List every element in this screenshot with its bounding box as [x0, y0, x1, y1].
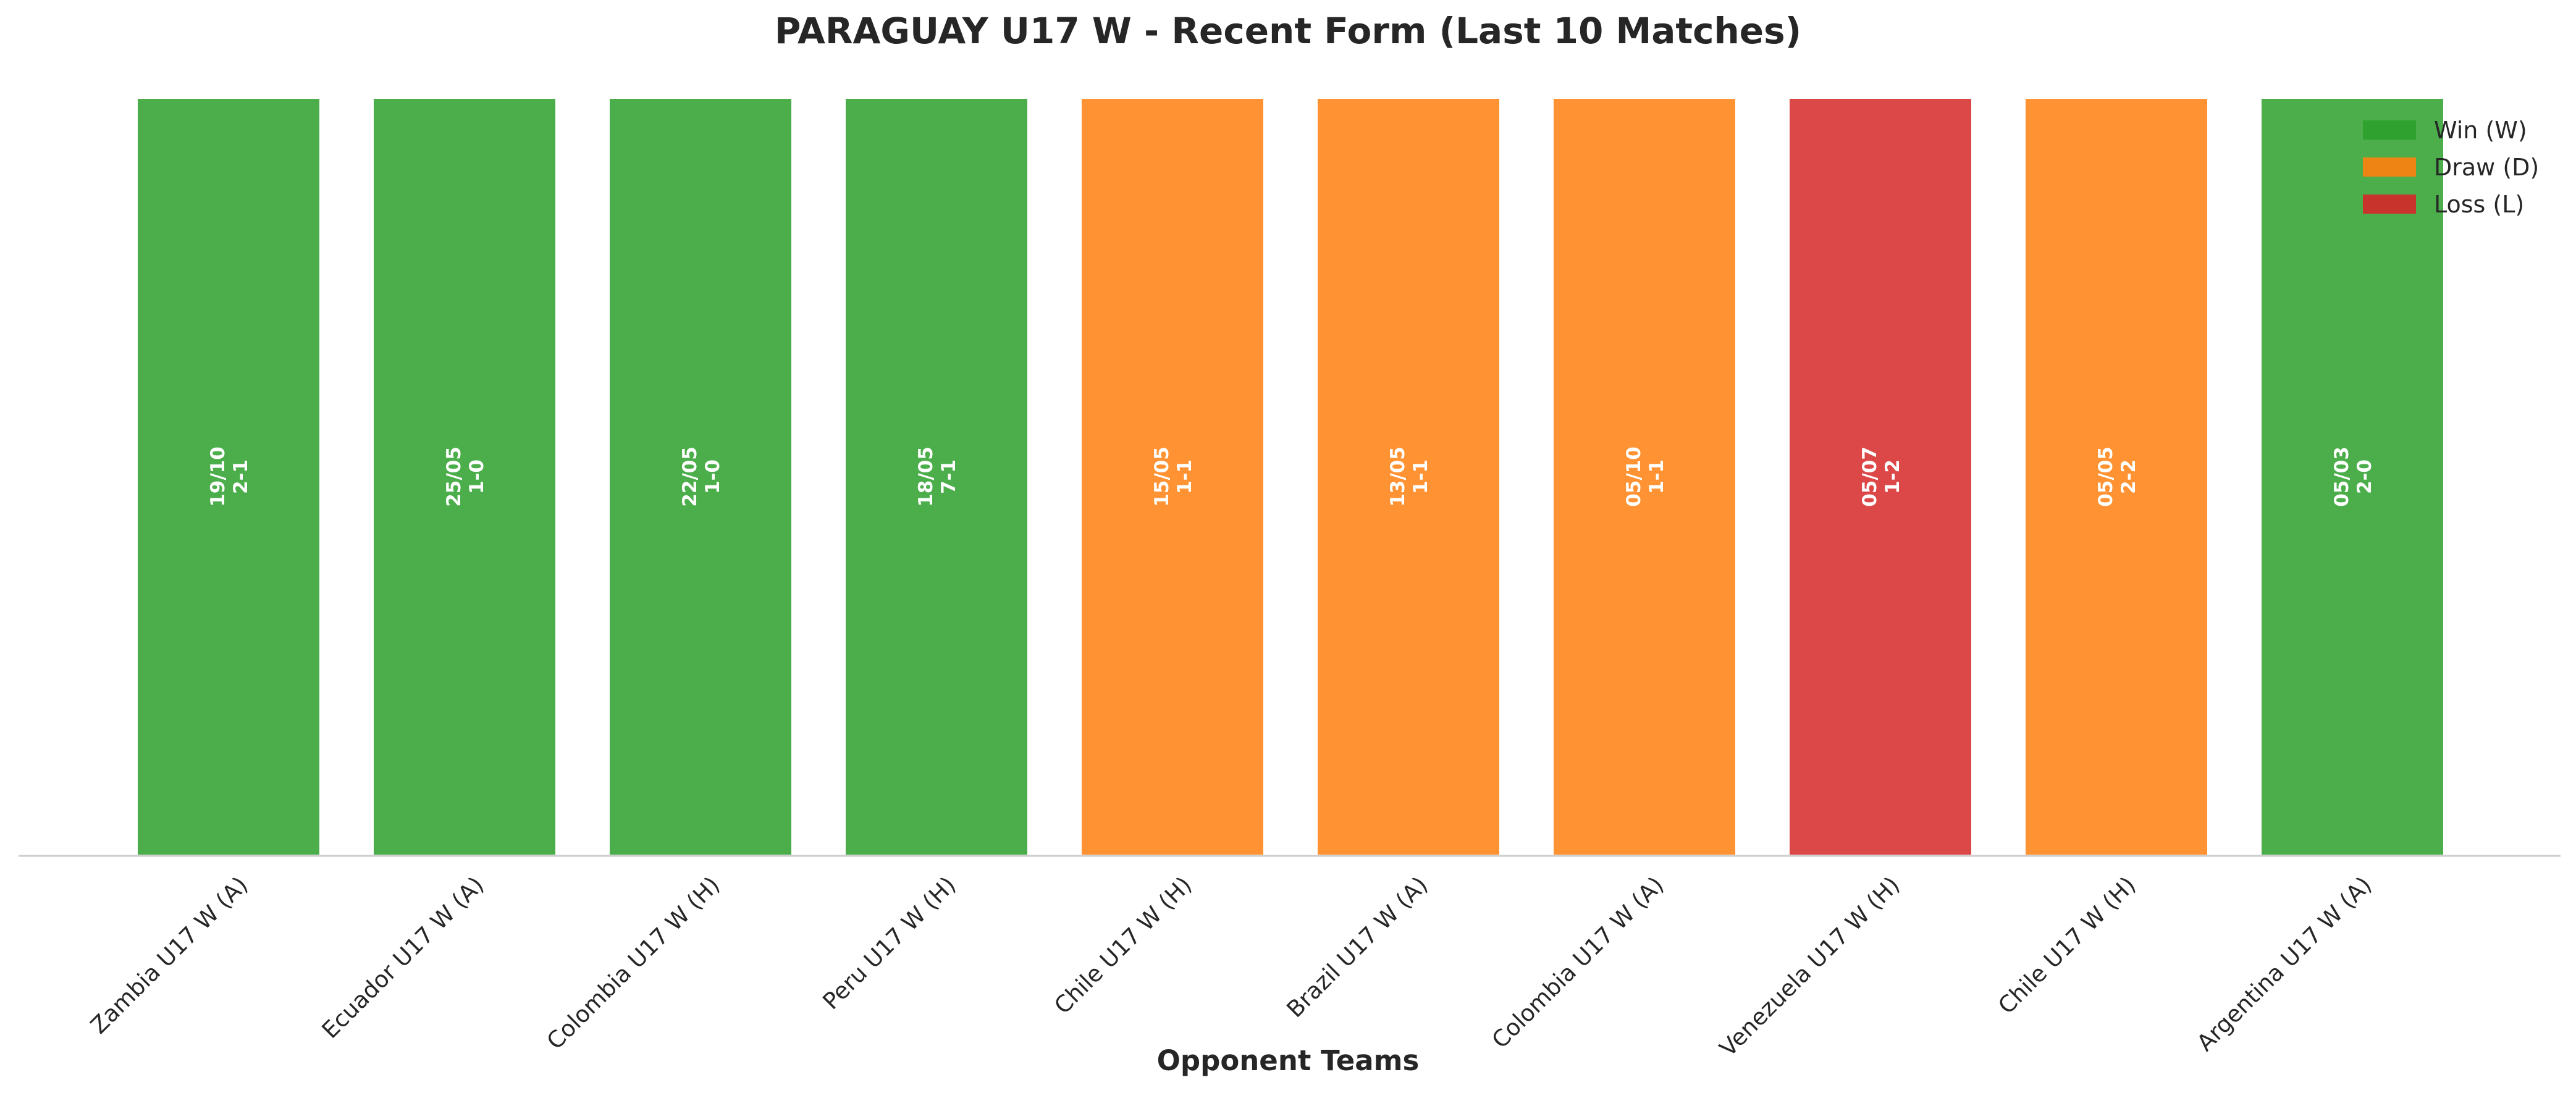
tick-labels-group: Zambia U17 W (A) Ecuador U17 W (A) Colombi… — [85, 871, 2376, 1062]
bar-score-label: 1-0 — [466, 459, 488, 494]
bar — [607, 96, 794, 857]
bar — [1787, 96, 1974, 857]
bar-date-label: 05/07 — [1859, 446, 1881, 507]
bar-label-group: 22/05 1-0 — [679, 446, 724, 507]
x-tick-label: Brazil U17 W (A) — [1282, 871, 1433, 1023]
bar — [2023, 96, 2210, 857]
x-tick-label: Zambia U17 W (A) — [85, 871, 253, 1039]
bar-label-group: 05/10 1-1 — [1623, 446, 1668, 507]
bar-date-label: 05/10 — [1623, 446, 1645, 507]
bar — [1315, 96, 1502, 857]
x-axis-label: Opponent Teams — [1157, 1044, 1420, 1077]
bar — [371, 96, 558, 857]
x-tick-label: Colombia U17 W (A) — [1487, 871, 1669, 1053]
bar-score-label: 1-1 — [1410, 459, 1432, 494]
bar-label-group: 19/10 2-1 — [207, 446, 252, 507]
bar — [135, 96, 322, 857]
x-tick-label: Argentina U17 W (A) — [2192, 871, 2377, 1057]
legend-swatch — [2363, 157, 2416, 177]
x-tick-label: Venezuela U17 W (H) — [1714, 871, 1905, 1062]
bar-label-group: 25/05 1-0 — [443, 446, 488, 507]
bar-date-label: 05/05 — [2095, 446, 2117, 507]
bar-label-group: 05/03 2-0 — [2331, 446, 2376, 507]
x-tick-label: Peru U17 W (H) — [818, 871, 961, 1015]
bar — [1079, 96, 1266, 857]
bar-score-label: 1-1 — [1174, 459, 1196, 494]
x-tick-label: Colombia U17 W (H) — [542, 871, 725, 1055]
bar-date-label: 18/05 — [915, 446, 937, 507]
bar-date-label: 22/05 — [679, 446, 701, 507]
bar-date-label: 05/03 — [2331, 446, 2353, 507]
bars-group: 19/10 2-1 25/05 1-0 22/05 1-0 18/05 7-1 15/05 1-1… — [135, 96, 2446, 857]
legend-label: Draw (D) — [2434, 154, 2539, 181]
chart-title: PARAGUAY U17 W - Recent Form (Last 10 Ma… — [775, 10, 1801, 52]
bar-label-group: 05/05 2-2 — [2095, 446, 2140, 507]
legend: Win (W) Draw (D) Loss (L) — [2363, 117, 2539, 218]
x-tick-label: Ecuador U17 W (A) — [317, 871, 489, 1044]
bar-label-group: 15/05 1-1 — [1151, 446, 1196, 507]
x-tick-label: Chile U17 W (H) — [1993, 871, 2140, 1019]
legend-swatch — [2363, 120, 2416, 140]
bar-score-label: 2-1 — [230, 459, 252, 494]
bar-score-label: 1-1 — [1646, 459, 1668, 494]
bar-score-label: 2-0 — [2354, 459, 2376, 494]
bar-label-group: 18/05 7-1 — [915, 446, 960, 507]
bar-score-label: 2-2 — [2118, 459, 2140, 494]
bar-label-group: 05/07 1-2 — [1859, 446, 1904, 507]
bar-date-label: 25/05 — [443, 446, 465, 507]
x-tick-label: Chile U17 W (H) — [1049, 871, 1197, 1019]
bar-score-label: 1-2 — [1882, 459, 1904, 494]
bar — [2259, 96, 2446, 857]
bar-date-label: 13/05 — [1387, 446, 1409, 507]
bar-label-group: 13/05 1-1 — [1387, 446, 1432, 507]
legend-label: Loss (L) — [2434, 191, 2524, 218]
legend-label: Win (W) — [2434, 117, 2527, 144]
bar-score-label: 7-1 — [938, 459, 960, 494]
bar-date-label: 15/05 — [1151, 446, 1173, 507]
legend-swatch — [2363, 195, 2416, 214]
bar-date-label: 19/10 — [207, 446, 229, 507]
bar — [843, 96, 1030, 857]
bar-score-label: 1-0 — [702, 459, 724, 494]
bar — [1551, 96, 1738, 857]
